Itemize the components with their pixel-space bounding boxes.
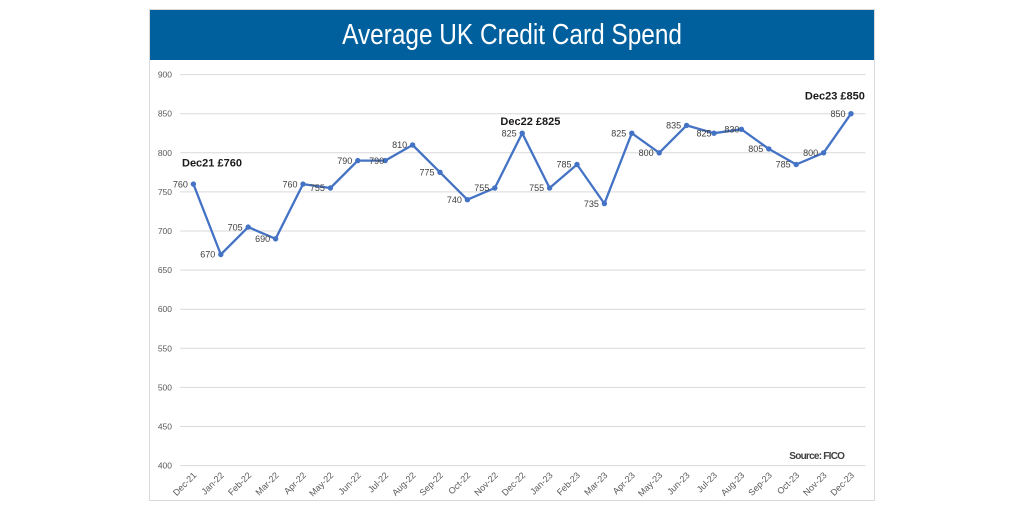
- svg-text:Jul-22: Jul-22: [366, 470, 390, 494]
- svg-text:Jul-23: Jul-23: [695, 470, 719, 494]
- svg-text:Jun-22: Jun-22: [336, 470, 363, 497]
- svg-text:755: 755: [310, 183, 325, 193]
- svg-text:May-23: May-23: [636, 470, 664, 498]
- svg-text:550: 550: [158, 343, 172, 353]
- svg-text:785: 785: [776, 160, 791, 170]
- svg-text:Dec21 £760: Dec21 £760: [182, 158, 242, 170]
- svg-text:Dec-23: Dec-23: [829, 470, 857, 498]
- svg-text:Source: FICO: Source: FICO: [789, 451, 845, 462]
- svg-text:825: 825: [696, 128, 711, 138]
- svg-text:750: 750: [158, 187, 172, 197]
- svg-text:830: 830: [724, 125, 739, 135]
- svg-text:May-22: May-22: [307, 470, 335, 498]
- svg-text:810: 810: [392, 140, 407, 150]
- svg-text:735: 735: [584, 199, 599, 209]
- svg-text:Jan-23: Jan-23: [528, 470, 555, 497]
- svg-text:Sep-22: Sep-22: [418, 470, 446, 498]
- svg-text:Mar-23: Mar-23: [582, 470, 609, 497]
- svg-text:450: 450: [158, 422, 172, 432]
- svg-text:790: 790: [369, 156, 384, 166]
- svg-text:700: 700: [158, 226, 172, 236]
- svg-text:Dec-21: Dec-21: [171, 470, 199, 498]
- svg-text:Oct-22: Oct-22: [446, 470, 472, 496]
- svg-text:800: 800: [158, 148, 172, 158]
- svg-text:Feb-23: Feb-23: [555, 470, 582, 497]
- svg-text:Aug-22: Aug-22: [390, 470, 418, 498]
- svg-text:785: 785: [556, 160, 571, 170]
- svg-text:400: 400: [158, 461, 172, 471]
- svg-text:Aug-23: Aug-23: [719, 470, 747, 498]
- svg-text:760: 760: [282, 179, 297, 189]
- svg-text:800: 800: [639, 148, 654, 158]
- svg-text:650: 650: [158, 265, 172, 275]
- svg-text:690: 690: [255, 234, 270, 244]
- svg-text:Apr-23: Apr-23: [611, 470, 637, 496]
- svg-text:790: 790: [337, 156, 352, 166]
- svg-text:Mar-22: Mar-22: [253, 470, 280, 497]
- svg-text:825: 825: [502, 128, 517, 138]
- svg-text:Nov-23: Nov-23: [801, 470, 829, 498]
- svg-text:Apr-22: Apr-22: [282, 470, 308, 496]
- svg-text:775: 775: [419, 168, 434, 178]
- svg-text:755: 755: [474, 183, 489, 193]
- svg-text:850: 850: [830, 109, 845, 119]
- svg-text:Jun-23: Jun-23: [665, 470, 692, 497]
- svg-text:Jan-22: Jan-22: [199, 470, 226, 497]
- svg-text:805: 805: [748, 144, 763, 154]
- svg-text:850: 850: [158, 109, 172, 119]
- svg-text:Feb-22: Feb-22: [226, 470, 253, 497]
- svg-text:Oct-23: Oct-23: [775, 470, 801, 496]
- svg-text:800: 800: [803, 148, 818, 158]
- svg-text:760: 760: [173, 179, 188, 189]
- svg-text:Dec22 £825: Dec22 £825: [500, 116, 560, 128]
- svg-text:Dec23 £850: Dec23 £850: [805, 91, 865, 103]
- svg-text:740: 740: [447, 195, 462, 205]
- svg-text:500: 500: [158, 382, 172, 392]
- svg-text:705: 705: [228, 222, 243, 232]
- svg-text:755: 755: [529, 183, 544, 193]
- svg-text:Dec-22: Dec-22: [500, 470, 528, 498]
- svg-text:Sep-23: Sep-23: [746, 470, 774, 498]
- svg-text:600: 600: [158, 304, 172, 314]
- svg-text:Nov-22: Nov-22: [472, 470, 500, 498]
- svg-text:670: 670: [200, 250, 215, 260]
- svg-text:900: 900: [158, 70, 172, 80]
- svg-text:835: 835: [666, 121, 681, 131]
- svg-text:825: 825: [611, 128, 626, 138]
